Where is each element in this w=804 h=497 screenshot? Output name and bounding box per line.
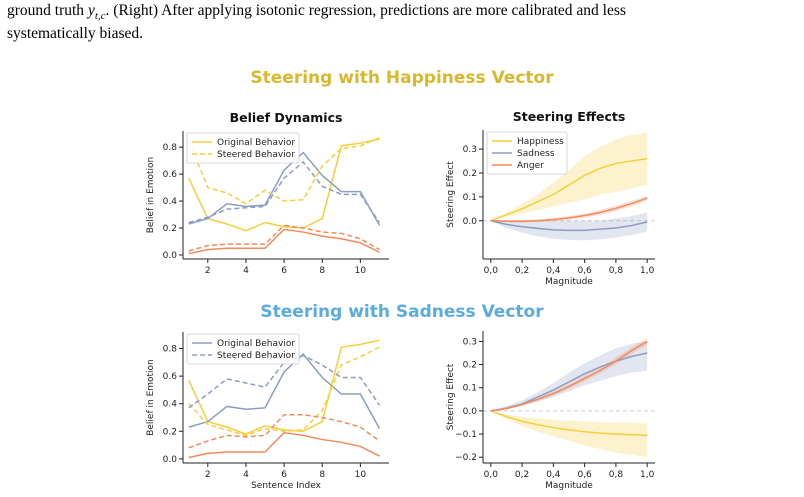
x-tick-label: 2	[205, 470, 211, 480]
y-tick-label: −0.2	[455, 453, 477, 463]
band-sadness	[490, 341, 648, 411]
x-tick-label: 0,2	[515, 266, 529, 276]
legend-label: Sadness	[517, 149, 555, 159]
y-tick-label: 0.6	[163, 170, 178, 180]
y-tick-label: −0.1	[455, 430, 477, 440]
series-line-happiness	[490, 157, 648, 222]
caption-math-y: y	[87, 2, 95, 19]
legend-box	[186, 132, 300, 164]
series-line-happiness	[490, 410, 648, 436]
x-tick-label: 6	[281, 266, 287, 276]
caption-line-1: ground truth yt,c. (Right) After applyin…	[7, 2, 799, 25]
y-tick-label: 0.0	[463, 217, 478, 227]
y-axis-label: Steering Effect	[446, 363, 456, 430]
legend: Original Behavior Steered Behavior	[186, 132, 300, 164]
chart-panel-4: −0.2 −0.1 0.0 0.1 0.2 0.3 0,0 0,2 0,4 0,6 0,8 1,0 Ma…	[446, 331, 655, 491]
x-tick-label: 10	[355, 470, 367, 480]
x-tick-label: 0,6	[577, 266, 592, 276]
x-tick-label: 0,8	[609, 266, 624, 276]
y-tick-label: 0.1	[463, 384, 477, 394]
x-tick-label: 0,4	[546, 470, 561, 480]
y-tick-label: 0.4	[163, 400, 178, 410]
legend-label: Original Behavior	[217, 138, 295, 148]
y-tick-label: 0.4	[163, 197, 178, 207]
series-line-solid-2	[188, 431, 380, 459]
legend: Happiness Sadness Anger	[486, 131, 568, 175]
y-axis-label: Belief in Emotion	[146, 157, 156, 234]
x-axis-label: Magnitude	[545, 277, 593, 287]
y-tick-label: 0.2	[463, 169, 477, 179]
x-tick-label: 10	[355, 266, 367, 276]
legend-label: Original Behavior	[217, 339, 295, 349]
series-line-sadness	[490, 220, 648, 232]
x-tick-label: 0,6	[577, 470, 592, 480]
x-tick-label: 8	[319, 266, 325, 276]
series-line-solid-0	[188, 138, 380, 232]
x-tick-label: 0,0	[484, 266, 499, 276]
caption-text-prefix: ground truth	[7, 2, 88, 19]
x-tick-label: 6	[281, 470, 287, 480]
y-tick-label: 0.3	[463, 145, 477, 155]
legend-box	[486, 131, 568, 175]
series-line-dashed-3	[188, 346, 380, 437]
y-tick-label: 0.2	[163, 427, 177, 437]
y-tick-label: 0.2	[463, 361, 477, 371]
caption-text-suffix: . (Right) After applying isotonic regres…	[105, 2, 626, 19]
caption-math-subscript: t,c	[94, 10, 106, 23]
chart-title: Belief Dynamics	[230, 110, 343, 125]
series-line-solid-1	[188, 151, 381, 226]
x-axis-label: Magnitude	[545, 481, 593, 491]
x-tick-label: 0,2	[515, 470, 529, 480]
series-line-solid-2	[188, 228, 380, 255]
x-tick-label: 1,0	[640, 470, 655, 480]
y-tick-label: 0.6	[163, 372, 178, 382]
y-tick-label: 0.0	[463, 407, 478, 417]
band-sadness	[490, 212, 648, 241]
legend: Original Behavior Steered Behavior	[186, 333, 300, 365]
x-tick-label: 8	[319, 470, 325, 480]
y-tick-label: 0.3	[463, 337, 477, 347]
x-tick-label: 0,0	[484, 470, 499, 480]
series-line-dashed-3	[188, 137, 380, 205]
series-line-dashed-4	[188, 160, 381, 224]
x-axis-label: Sentence Index	[251, 481, 322, 491]
y-tick-label: 0.0	[163, 455, 178, 465]
section-title-sadness: Steering with Sadness Vector	[260, 302, 544, 322]
band-happiness	[490, 132, 648, 221]
x-tick-label: 4	[243, 470, 249, 480]
legend-label: Happiness	[517, 137, 564, 147]
y-tick-label: 0.0	[163, 251, 178, 261]
series-line-dashed-5	[188, 413, 380, 449]
x-tick-label: 2	[205, 266, 211, 276]
series-line-anger	[490, 340, 648, 412]
section-title-happiness: Steering with Happiness Vector	[250, 68, 554, 88]
chart-panel-3: 0.0 0.2 0.4 0.6 0.8 2 4 6 8 10 Sentence Index Belie…	[146, 332, 389, 491]
x-tick-label: 4	[243, 266, 249, 276]
legend-label: Steered Behavior	[217, 351, 295, 361]
legend-label: Anger	[517, 161, 544, 171]
chart-panel-2: 0.0 0.1 0.2 0.3 0,0 0,2 0,4 0,6 0,8 1,0 Steering E…	[446, 109, 655, 287]
legend-box	[186, 333, 300, 365]
chart-title: Steering Effects	[513, 109, 626, 124]
y-tick-label: 0.1	[463, 193, 477, 203]
chart-panel-1: 0.0 0.2 0.4 0.6 0.8 2 4 6 8 10 Belief Dynamics Beli…	[146, 110, 389, 276]
figure-caption: ground truth yt,c. (Right) After applyin…	[7, 2, 799, 42]
series-line-anger	[490, 197, 648, 223]
series-line-solid-0	[188, 339, 380, 435]
x-tick-label: 1,0	[640, 266, 655, 276]
series-line-dashed-5	[188, 224, 380, 252]
series-line-solid-1	[188, 352, 381, 429]
y-tick-label: 0.8	[163, 143, 178, 153]
y-axis-label: Belief in Emotion	[146, 359, 156, 436]
x-tick-label: 0,8	[609, 470, 624, 480]
caption-line-2: systematically biased.	[7, 25, 144, 43]
legend-label: Steered Behavior	[217, 150, 295, 160]
x-tick-label: 0,4	[546, 266, 561, 276]
y-axis-label: Steering Effect	[446, 161, 456, 228]
y-tick-label: 0.8	[163, 345, 178, 355]
y-tick-label: 0.2	[163, 224, 177, 234]
